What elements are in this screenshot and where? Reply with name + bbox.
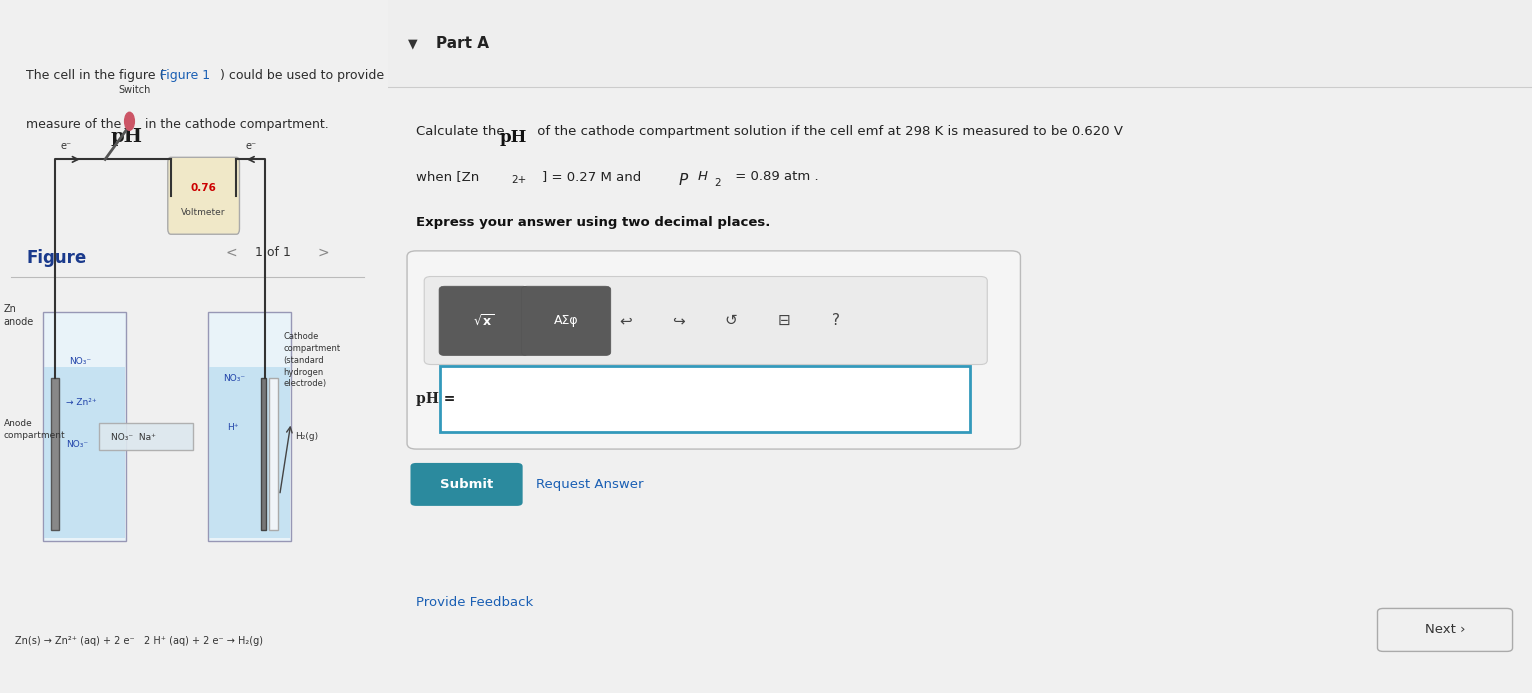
Text: ↩: ↩ <box>619 313 633 328</box>
Bar <box>43 312 126 541</box>
Text: Part A: Part A <box>435 36 489 51</box>
FancyBboxPatch shape <box>411 463 522 506</box>
FancyBboxPatch shape <box>388 0 1532 87</box>
Text: Zn
anode: Zn anode <box>3 304 34 327</box>
Text: e⁻: e⁻ <box>60 141 70 151</box>
Text: Next ›: Next › <box>1425 624 1465 636</box>
Text: NO₃⁻  Na⁺: NO₃⁻ Na⁺ <box>110 433 156 442</box>
Text: Cathode
compartment
(standard
hydrogen
electrode): Cathode compartment (standard hydrogen e… <box>283 332 340 389</box>
Text: Calculate the: Calculate the <box>417 125 509 138</box>
FancyBboxPatch shape <box>521 286 611 356</box>
Text: Figure 1: Figure 1 <box>159 69 210 82</box>
FancyBboxPatch shape <box>440 366 970 432</box>
Text: NO₃⁻: NO₃⁻ <box>69 357 92 366</box>
Text: ▼: ▼ <box>408 37 418 50</box>
Text: ↪: ↪ <box>673 313 685 328</box>
Circle shape <box>124 112 135 130</box>
Text: AΣφ: AΣφ <box>553 315 579 327</box>
Bar <box>44 367 124 538</box>
Text: ↺: ↺ <box>725 313 737 328</box>
Text: e⁻: e⁻ <box>245 141 257 151</box>
Text: 1 of 1: 1 of 1 <box>256 246 291 259</box>
Text: pH =: pH = <box>417 392 455 406</box>
FancyBboxPatch shape <box>1377 608 1512 651</box>
Text: NO₃⁻: NO₃⁻ <box>66 440 87 449</box>
Text: P: P <box>679 173 688 188</box>
Text: ] = 0.27 M and: ] = 0.27 M and <box>542 170 645 183</box>
Text: ⊟: ⊟ <box>777 313 791 328</box>
Text: H₂(g): H₂(g) <box>294 432 317 441</box>
FancyBboxPatch shape <box>424 277 987 365</box>
Text: ) could be used to provide a: ) could be used to provide a <box>219 69 395 82</box>
Text: ?: ? <box>832 313 840 328</box>
Text: Provide Feedback: Provide Feedback <box>417 597 533 609</box>
Text: Anode
compartment: Anode compartment <box>3 419 66 440</box>
Text: when [Zn: when [Zn <box>417 170 480 183</box>
Text: Express your answer using two decimal places.: Express your answer using two decimal pl… <box>417 216 771 229</box>
Text: pH: pH <box>499 129 527 146</box>
Text: H⁺: H⁺ <box>227 423 239 432</box>
Bar <box>208 312 291 541</box>
Text: Zn(s) → Zn²⁺ (aq) + 2 e⁻   2 H⁺ (aq) + 2 e⁻ → H₂(g): Zn(s) → Zn²⁺ (aq) + 2 e⁻ 2 H⁺ (aq) + 2 e… <box>15 636 264 646</box>
FancyBboxPatch shape <box>169 157 239 234</box>
Bar <box>100 423 193 450</box>
Text: Voltmeter: Voltmeter <box>181 209 225 217</box>
Text: <: < <box>225 246 237 260</box>
Text: 0.76: 0.76 <box>190 184 216 193</box>
Text: → Zn²⁺: → Zn²⁺ <box>66 398 97 407</box>
Bar <box>270 378 277 530</box>
Text: Submit: Submit <box>440 478 493 491</box>
Text: NO₃⁻: NO₃⁻ <box>224 374 245 383</box>
Text: H: H <box>697 170 708 183</box>
Text: in the cathode compartment.: in the cathode compartment. <box>141 118 328 131</box>
FancyBboxPatch shape <box>440 286 529 356</box>
Bar <box>51 378 58 530</box>
Text: of the cathode compartment solution if the cell emf at 298 K is measured to be 0: of the cathode compartment solution if t… <box>533 125 1123 138</box>
Text: The cell in the figure (: The cell in the figure ( <box>26 69 164 82</box>
Bar <box>260 378 267 530</box>
Text: >: > <box>317 246 329 260</box>
Text: Switch: Switch <box>118 85 150 95</box>
Text: 2: 2 <box>714 178 720 188</box>
Text: 2+: 2+ <box>512 175 527 184</box>
Text: measure of the: measure of the <box>26 118 126 131</box>
Text: Request Answer: Request Answer <box>536 478 643 491</box>
Text: pH: pH <box>110 128 142 146</box>
Text: Figure: Figure <box>26 249 86 267</box>
Text: = 0.89 atm .: = 0.89 atm . <box>731 170 818 183</box>
Bar <box>210 367 290 538</box>
Text: $\mathbf{\sqrt{x}}$: $\mathbf{\sqrt{x}}$ <box>473 313 495 328</box>
FancyBboxPatch shape <box>408 251 1020 449</box>
